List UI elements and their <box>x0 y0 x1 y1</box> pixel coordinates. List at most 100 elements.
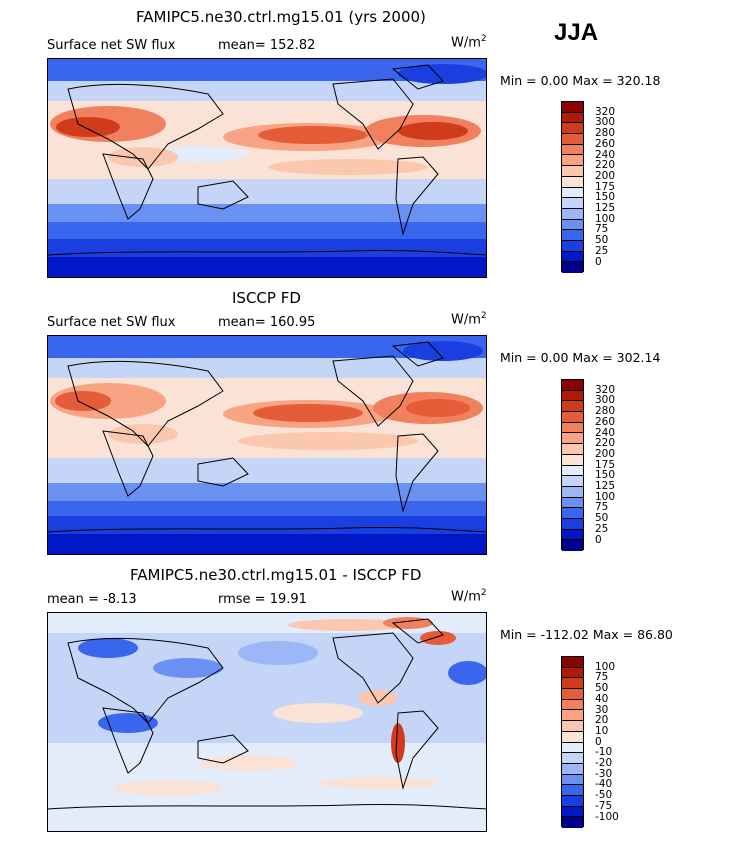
colorbar-tick-label: 320 <box>595 383 616 396</box>
colorbar-swatch <box>562 412 583 423</box>
colorbar-tick-label: 100 <box>595 212 616 225</box>
colorbar-swatch <box>562 422 583 434</box>
colorbar-swatch <box>562 518 583 530</box>
colorbar-tick-label: -100 <box>595 810 619 823</box>
colorbar-tick-label: 75 <box>595 671 609 684</box>
colorbar-tick-label: 100 <box>595 490 616 503</box>
colorbar-swatch <box>562 134 583 145</box>
panel3-field <box>48 613 486 831</box>
colorbar-tick-label: 50 <box>595 682 609 695</box>
colorbar-tick-label: 10 <box>595 724 609 737</box>
panel3-map <box>47 612 487 832</box>
panel2-variable: Surface net SW flux <box>47 315 176 330</box>
colorbar-tick-label: 0 <box>595 735 602 748</box>
colorbar-tick-label: 220 <box>595 437 616 450</box>
colorbar-swatch <box>562 774 583 786</box>
colorbar-tick-label: 30 <box>595 703 609 716</box>
colorbar-tick-label: 0 <box>595 255 602 268</box>
panel1-title: FAMIPC5.ne30.ctrl.mg15.01 (yrs 2000) <box>136 8 426 26</box>
panel2-map <box>47 335 487 555</box>
colorbar-tick-label: 75 <box>595 223 609 236</box>
colorbar-swatch <box>562 380 583 391</box>
colorbar-tick-label: 0 <box>595 533 602 546</box>
colorbar-tick-label: 200 <box>595 169 616 182</box>
colorbar-swatch <box>562 795 583 807</box>
colorbar-tick-label: 320 <box>595 105 616 118</box>
colorbar-swatch <box>562 710 583 722</box>
colorbar-swatch <box>562 678 583 690</box>
colorbar-tick-label: -75 <box>595 799 613 812</box>
colorbar-swatch <box>562 476 583 487</box>
colorbar-swatch <box>562 166 583 177</box>
colorbar-swatch <box>562 198 583 209</box>
colorbar-tick-label: 150 <box>595 191 616 204</box>
colorbar-tick-label: 220 <box>595 159 616 172</box>
colorbar-tick-label: -40 <box>595 778 613 791</box>
colorbar-tick-label: 40 <box>595 692 609 705</box>
colorbar-swatch <box>562 155 583 167</box>
colorbar-swatch <box>562 667 583 679</box>
colorbar-tick-label: 300 <box>595 116 616 129</box>
panel1-field <box>48 59 486 277</box>
colorbar-tick-label: 300 <box>595 394 616 407</box>
panel3-rmse: rmse = 19.91 <box>218 592 307 607</box>
colorbar-swatch <box>562 454 583 466</box>
panel2-units: W/m2 <box>451 311 487 328</box>
colorbar-swatch <box>562 251 583 263</box>
colorbar-swatch <box>562 433 583 445</box>
colorbar-tick-label: -50 <box>595 789 613 802</box>
colorbar-tick-label: 175 <box>595 458 616 471</box>
panel2-minmax: Min = 0.00 Max = 302.14 <box>500 350 661 365</box>
colorbar-tick-label: 125 <box>595 202 616 214</box>
colorbar-tick-label: 240 <box>595 148 616 161</box>
colorbar-tick-label: -20 <box>595 757 613 769</box>
colorbar-tick-label: 280 <box>595 127 616 140</box>
colorbar-swatch <box>562 806 583 818</box>
panel1-units: W/m2 <box>451 34 487 51</box>
colorbar-tick-label: 260 <box>595 137 616 150</box>
colorbar-swatch <box>562 540 583 551</box>
panel3-units: W/m2 <box>451 588 487 605</box>
colorbar-swatch <box>562 176 583 188</box>
colorbar-tick-label: 25 <box>595 244 609 257</box>
colorbar-swatch <box>562 753 583 764</box>
panel3-minmax: Min = -112.02 Max = 86.80 <box>500 627 673 642</box>
colorbar-tick-label: -30 <box>595 767 613 780</box>
colorbar-tick-label: -10 <box>595 746 613 759</box>
colorbar-tick-label: 125 <box>595 480 616 492</box>
colorbar-tick-label: 240 <box>595 426 616 439</box>
colorbar-swatch <box>562 240 583 252</box>
colorbar-swatch <box>562 230 583 241</box>
colorbar-swatch <box>562 123 583 135</box>
panel1-colorbar <box>561 101 584 273</box>
panel2-field <box>48 336 486 554</box>
colorbar-tick-label: 200 <box>595 447 616 460</box>
colorbar-tick-label: 100 <box>595 660 616 673</box>
colorbar-swatch <box>562 401 583 413</box>
panel3-mean: mean = -8.13 <box>47 592 137 607</box>
colorbar-swatch <box>562 112 583 124</box>
panel2-mean: mean= 160.95 <box>218 315 316 330</box>
panel1-variable: Surface net SW flux <box>47 38 176 53</box>
colorbar-swatch <box>562 187 583 199</box>
colorbar-tick-label: 280 <box>595 405 616 418</box>
colorbar-swatch <box>562 497 583 509</box>
colorbar-swatch <box>562 699 583 711</box>
colorbar-swatch <box>562 144 583 156</box>
colorbar-tick-label: 50 <box>595 512 609 525</box>
colorbar-swatch <box>562 219 583 231</box>
panel1-minmax: Min = 0.00 Max = 320.18 <box>500 73 661 88</box>
colorbar-swatch <box>562 721 583 732</box>
colorbar-tick-label: 75 <box>595 501 609 514</box>
panel3-title: FAMIPC5.ne30.ctrl.mg15.01 - ISCCP FD <box>130 566 422 584</box>
colorbar-swatch <box>562 731 583 743</box>
colorbar-swatch <box>562 508 583 519</box>
panel1-mean: mean= 152.82 <box>218 38 316 53</box>
colorbar-tick-label: 260 <box>595 415 616 428</box>
colorbar-swatch <box>562 390 583 402</box>
colorbar-tick-label: 175 <box>595 180 616 193</box>
colorbar-swatch <box>562 817 583 828</box>
colorbar-swatch <box>562 208 583 220</box>
colorbar-swatch <box>562 657 583 668</box>
panel2-title: ISCCP FD <box>232 289 301 307</box>
